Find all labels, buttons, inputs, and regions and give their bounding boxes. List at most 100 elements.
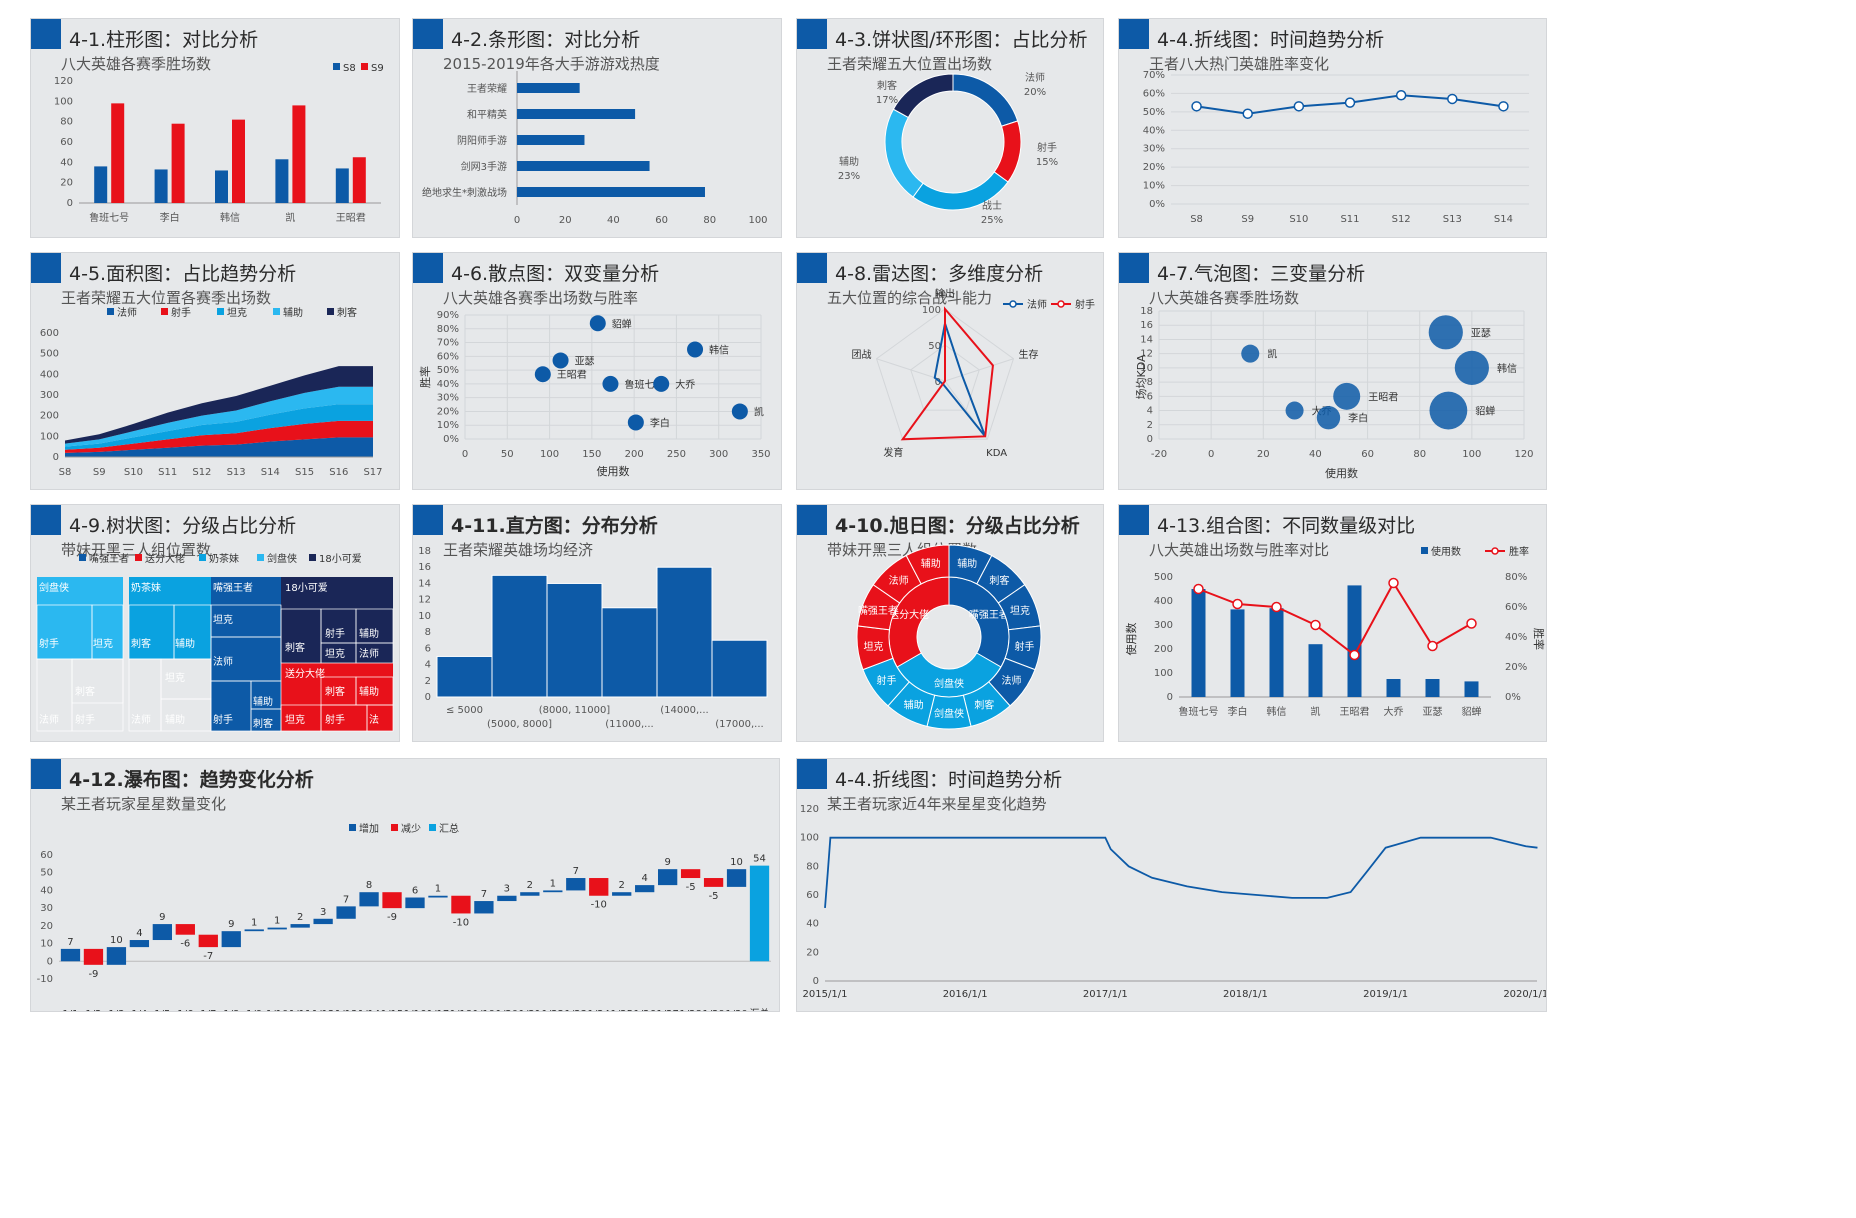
x-tick-label: S15 [295,467,314,478]
panel-title: 4-6.散点图：双变量分析 [451,263,660,285]
line-point [1349,649,1360,661]
x-tick-label: 1/7 [200,1009,216,1012]
treemap-cell-label: 法师 [39,713,59,726]
panel-title: 4-1.柱形图：对比分析 [69,29,259,51]
legend-item: 刺客 [337,306,357,319]
radar-axis-label: 生存 [1019,348,1039,361]
radar-spoke [876,358,946,382]
area-辅助 [65,386,373,447]
y-tick-label: 6 [425,643,431,654]
y-tick-label: 200 [40,411,59,422]
panel-title-marker [413,505,443,535]
scatter-point [687,341,704,358]
bar-S8 [94,166,108,203]
bar-S9 [232,119,245,203]
waterfall-bar [152,924,173,941]
y-tick-label: 80 [60,117,73,128]
data-label: 6 [412,886,418,897]
legend-item-swatch [161,308,168,315]
panel-title-marker [797,19,827,49]
sunburst-outer-label: 射手 [876,674,896,687]
x-tick-label: S16 [329,467,348,478]
panel-subtitle: 某王者玩家近4年来星星变化趋势 [827,795,1047,813]
slice-label: 射手 [1037,141,1057,154]
data-label: 54 [753,854,766,865]
x-tick-label: 韩信 [220,211,240,224]
chart-panel: 4-9.树状图：分级占比分析 带妹开黑三人组位置数 嘴强王者 送分大佬 奶茶妹 剑盘侠 18… [30,504,400,742]
x-tick-label: 0 [462,449,468,460]
x-tick-label: 200 [625,449,644,460]
line-point [1193,583,1204,595]
waterfall-bar [680,869,701,879]
y-tick-label: 60% [437,351,459,362]
x-tick-label: 20 [1257,449,1270,460]
treemap-cell-label: 坦克 [165,671,185,684]
legend-item-swatch [327,308,334,315]
bubble-label: 貂蝉 [1475,405,1495,418]
treemap-cell-label: 法师 [359,647,379,660]
radar-ring [910,344,980,411]
data-label: 7 [343,894,349,905]
y-tick-label: 200 [1154,644,1173,655]
x-tick-label: 1/16 [404,1009,426,1012]
treemap-cell [91,604,124,660]
y-axis-label: 胜率 [418,366,432,388]
y-tick-label: 40% [1143,125,1165,136]
line-point [1310,619,1321,631]
x-tick-label: 120 [1514,449,1533,460]
legend-s9-swatch [361,63,368,70]
waterfall-bar [726,869,747,887]
y-tick-label: 400 [40,369,59,380]
y-tick-label: 80 [806,861,819,872]
y-tick-label: 20 [60,178,73,189]
y-tick-label: 8 [425,627,431,638]
panel-title-marker [31,759,61,789]
chart-canvas: 0 2 4 6 8 10 12 14 16 18 -20 0 20 40 60 80 100 120 使用数 场均KD… [1134,306,1534,480]
y-tick-label: 阴阳师手游 [457,134,507,147]
sunburst-inner-label: 嘴强王者 [969,609,1009,621]
x-tick-label: 100 [748,215,767,226]
x-tick-label: 20 [559,215,572,226]
x-tick-label: 1/30 [725,1009,747,1012]
y-tick-label: 500 [40,349,59,360]
legend-s8-swatch [333,63,340,70]
x-tick-label: S14 [1494,214,1513,225]
chart-canvas: -10 0 10 20 30 40 50 60 7 1/1 -9 1/2 10 1/3 4 1/4 9 1/5 -6… [37,822,771,1012]
data-label: -7 [203,951,213,962]
x-tick-label: 1/11 [289,1009,311,1012]
data-label: 2 [619,880,625,891]
chart-canvas: 0 20 40 60 80 100 120 鲁班七号 李白 韩信 凯 王昭君 S8 S9 [54,63,384,224]
y-tick-label: 4 [425,660,431,671]
donut-slice-辅助 [884,108,924,198]
x-tick-label: S9 [1241,214,1254,225]
y-axis-label: 场均KDA [1134,354,1148,399]
histogram-bar [711,639,768,698]
x-tick-label: 1/28 [679,1009,701,1012]
sunburst-outer-label: 法师 [889,574,909,587]
waterfall-bar [83,948,104,965]
x-tick-label: 王昭君 [336,212,366,224]
y-tick-label: 90% [437,310,459,321]
scatter-point [552,352,569,369]
slice-value: 20% [1024,87,1046,98]
y-tick-label: 70% [1143,70,1165,81]
line-point [1427,640,1438,652]
treemap-cell-label: 刺客 [285,641,305,654]
waterfall-bar [428,895,448,898]
data-label: 3 [320,907,326,918]
legend-item-swatch [79,554,86,561]
scatter-point [602,375,619,392]
series-line-胜率 [1198,581,1472,657]
treemap-cell-label: 辅助 [359,627,379,640]
data-label: 1 [251,917,257,928]
panel-title: 4-4.折线图：时间趋势分析 [835,769,1063,791]
x-tick-label: S13 [1443,214,1462,225]
y-tick-label: 6 [1147,391,1153,402]
panel-subtitle: 王者荣耀五大位置各赛季出场数 [61,289,272,307]
x-tick-label: (5000, 8000] [487,719,552,730]
y2-tick-label: 80% [1505,572,1527,583]
data-label: 8 [366,880,372,891]
waterfall-bar [290,924,310,928]
data-label: 1 [435,884,441,895]
panel-subtitle: 王者荣耀五大位置出场数 [827,55,993,73]
